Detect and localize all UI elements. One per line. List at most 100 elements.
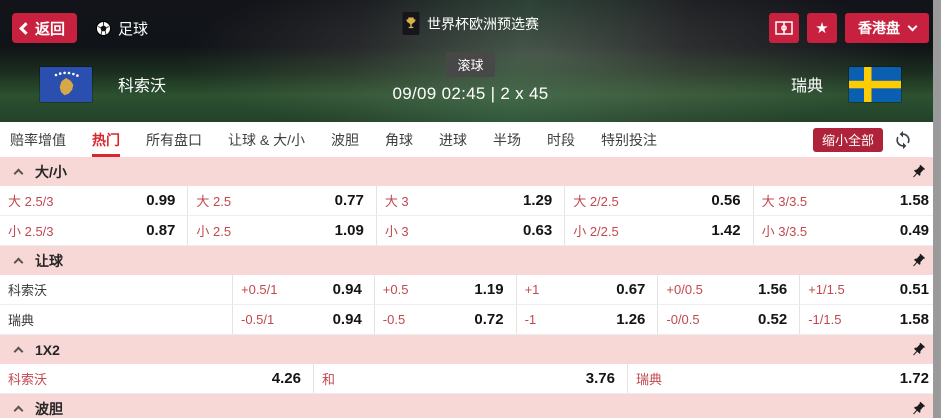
odds-cell[interactable]: 科索沃 4.26 bbox=[0, 364, 313, 393]
favorite-button[interactable]: ★ bbox=[807, 13, 837, 43]
odds-label: 小 2.5/3 bbox=[8, 224, 54, 239]
tab-热门[interactable]: 热门 bbox=[92, 122, 120, 157]
league-header: 世界杯欧洲预选赛 bbox=[402, 12, 539, 35]
tab-让球 & 大/小[interactable]: 让球 & 大/小 bbox=[228, 131, 306, 148]
market-section: 大/小大 2.5/3 0.99 大 2.5 0.77 大 3 1.29 大 2/2.5 0.5… bbox=[0, 157, 941, 246]
odds-cell[interactable]: -1/1.5 1.58 bbox=[799, 305, 941, 334]
section-header-波胆[interactable]: 波胆 bbox=[0, 394, 941, 418]
match-hero: 返回 足球 世界杯欧洲预选赛 bbox=[0, 0, 941, 122]
pin-icon[interactable] bbox=[908, 161, 929, 182]
odds-cell[interactable]: 大 2.5/3 0.99 bbox=[0, 186, 187, 215]
odds-cell[interactable]: 大 3 1.29 bbox=[375, 186, 564, 215]
odds-cell[interactable]: -0.5 0.72 bbox=[373, 305, 516, 334]
refresh-button[interactable] bbox=[893, 129, 915, 151]
vertical-scrollbar[interactable] bbox=[933, 0, 941, 418]
odds-value: 1.58 bbox=[899, 192, 930, 209]
topbar-actions: ★ 香港盘 bbox=[769, 13, 929, 43]
tab-进球[interactable]: 进球 bbox=[439, 131, 468, 148]
tab-所有盘口[interactable]: 所有盘口 bbox=[146, 131, 202, 148]
odds-cell[interactable]: 和 3.76 bbox=[313, 364, 627, 393]
odds-value: 0.63 bbox=[523, 222, 553, 239]
sport-selector[interactable]: 足球 bbox=[95, 18, 148, 39]
pin-icon[interactable] bbox=[908, 339, 929, 360]
odds-type-dropdown[interactable]: 香港盘 bbox=[845, 13, 929, 43]
tab-角球[interactable]: 角球 bbox=[385, 131, 414, 148]
odds-cell[interactable]: 大 3/3.5 1.58 bbox=[752, 186, 941, 215]
odds-cell[interactable]: 瑞典 1.72 bbox=[627, 364, 941, 393]
odds-label: +0/0.5 bbox=[666, 282, 703, 297]
back-label: 返回 bbox=[35, 20, 66, 38]
odds-row: 科索沃 4.26 和 3.76 瑞典 1.72 bbox=[0, 364, 941, 394]
market-section: 1X2 科索沃 4.26 和 3.76 瑞典 1.72 bbox=[0, 335, 941, 394]
tab-半场[interactable]: 半场 bbox=[493, 131, 522, 148]
section-header-大/小[interactable]: 大/小 bbox=[0, 157, 941, 186]
pitch-icon bbox=[775, 21, 793, 35]
section-header-1X2[interactable]: 1X2 bbox=[0, 335, 941, 364]
odds-value: 1.29 bbox=[523, 192, 553, 209]
section-header-让球[interactable]: 让球 bbox=[0, 246, 941, 275]
match-status: 滚球 09/09 02:45 | 2 x 45 bbox=[393, 52, 549, 104]
odds-cell[interactable]: +1 0.67 bbox=[515, 275, 658, 304]
tab-list: 赔率增值 热门 所有盘口 让球 & 大/小 波胆 角球 进球 半场 时段 特别投注 bbox=[10, 122, 683, 157]
odds-cell[interactable]: 小 2.5/3 0.87 bbox=[0, 216, 187, 245]
refresh-icon bbox=[896, 130, 910, 149]
odds-value: 0.51 bbox=[899, 281, 929, 298]
chevron-up-icon bbox=[13, 346, 24, 357]
kosovo-flag bbox=[40, 66, 92, 102]
tab-赔率增值[interactable]: 赔率增值 bbox=[10, 131, 66, 148]
odds-label: +1/1.5 bbox=[808, 282, 845, 297]
odds-label: 瑞典 bbox=[636, 372, 663, 387]
odds-label: +1 bbox=[524, 282, 540, 297]
odds-value: 1.42 bbox=[711, 222, 741, 239]
market-tab-bar: 赔率增值 热门 所有盘口 让球 & 大/小 波胆 角球 进球 半场 时段 特别投注 缩小全部 bbox=[0, 122, 941, 157]
odds-label: 科索沃 bbox=[8, 372, 48, 387]
odds-label: +0.5/1 bbox=[241, 282, 278, 297]
chevron-up-icon bbox=[13, 168, 24, 179]
odds-value: 3.76 bbox=[585, 370, 615, 387]
odds-value: 0.67 bbox=[616, 281, 646, 298]
odds-label: 大 3/3.5 bbox=[761, 194, 808, 209]
odds-label: 和 bbox=[322, 372, 336, 387]
tab-时段[interactable]: 时段 bbox=[547, 131, 576, 148]
chevron-left-icon bbox=[19, 21, 32, 35]
collapse-all-button[interactable]: 缩小全部 bbox=[812, 127, 883, 152]
home-team-name: 科索沃 bbox=[118, 78, 167, 95]
odds-cell[interactable]: 小 3/3.5 0.49 bbox=[752, 216, 941, 245]
pin-icon[interactable] bbox=[908, 250, 929, 271]
odds-cell[interactable]: -0/0.5 0.52 bbox=[657, 305, 799, 334]
markets: 大/小大 2.5/3 0.99 大 2.5 0.77 大 3 1.29 大 2/2.5 0.5… bbox=[0, 157, 941, 418]
odds-cell[interactable]: +0.5/1 0.94 bbox=[232, 275, 374, 304]
odds-cell[interactable]: +0.5 1.19 bbox=[373, 275, 516, 304]
back-button[interactable]: 返回 bbox=[12, 13, 78, 43]
odds-cell[interactable]: -1 1.26 bbox=[515, 305, 658, 334]
odds-label: 大 2/2.5 bbox=[573, 194, 619, 209]
odds-cell[interactable]: 小 2/2.5 1.42 bbox=[564, 216, 752, 245]
odds-value: 1.19 bbox=[474, 281, 504, 298]
odds-value: 0.99 bbox=[146, 192, 176, 209]
odds-cell[interactable]: 大 2.5 0.77 bbox=[187, 186, 375, 215]
odds-cell[interactable]: 小 2.5 1.09 bbox=[187, 216, 375, 245]
odds-type-label: 香港盘 bbox=[858, 20, 900, 36]
team-label: 科索沃 bbox=[8, 283, 48, 298]
chevron-up-icon bbox=[13, 257, 24, 268]
odds-cell[interactable]: +1/1.5 0.51 bbox=[799, 275, 941, 304]
live-badge: 滚球 bbox=[446, 52, 495, 77]
odds-value: 0.49 bbox=[899, 222, 930, 239]
pitch-view-button[interactable] bbox=[769, 13, 799, 43]
odds-cell[interactable]: 大 2/2.5 0.56 bbox=[564, 186, 752, 215]
pin-icon[interactable] bbox=[908, 398, 929, 418]
section-title: 波胆 bbox=[35, 400, 63, 417]
tab-波胆[interactable]: 波胆 bbox=[331, 131, 360, 148]
odds-label: -1/1.5 bbox=[808, 312, 842, 327]
odds-cell[interactable]: -0.5/1 0.94 bbox=[232, 305, 374, 334]
away-team-name: 瑞典 bbox=[790, 78, 823, 95]
tab-特别投注[interactable]: 特别投注 bbox=[601, 131, 658, 148]
odds-value: 1.72 bbox=[899, 370, 929, 387]
odds-label: 小 2/2.5 bbox=[573, 224, 619, 239]
odds-cell[interactable]: +0/0.5 1.56 bbox=[657, 275, 799, 304]
odds-label: 大 2.5 bbox=[196, 194, 232, 209]
odds-cell[interactable]: 小 3 0.63 bbox=[375, 216, 564, 245]
odds-row: 大 2.5/3 0.99 大 2.5 0.77 大 3 1.29 大 2/2.5 0.56 大 … bbox=[0, 186, 941, 216]
odds-label: 小 3 bbox=[384, 224, 409, 239]
section-title: 让球 bbox=[35, 252, 63, 269]
